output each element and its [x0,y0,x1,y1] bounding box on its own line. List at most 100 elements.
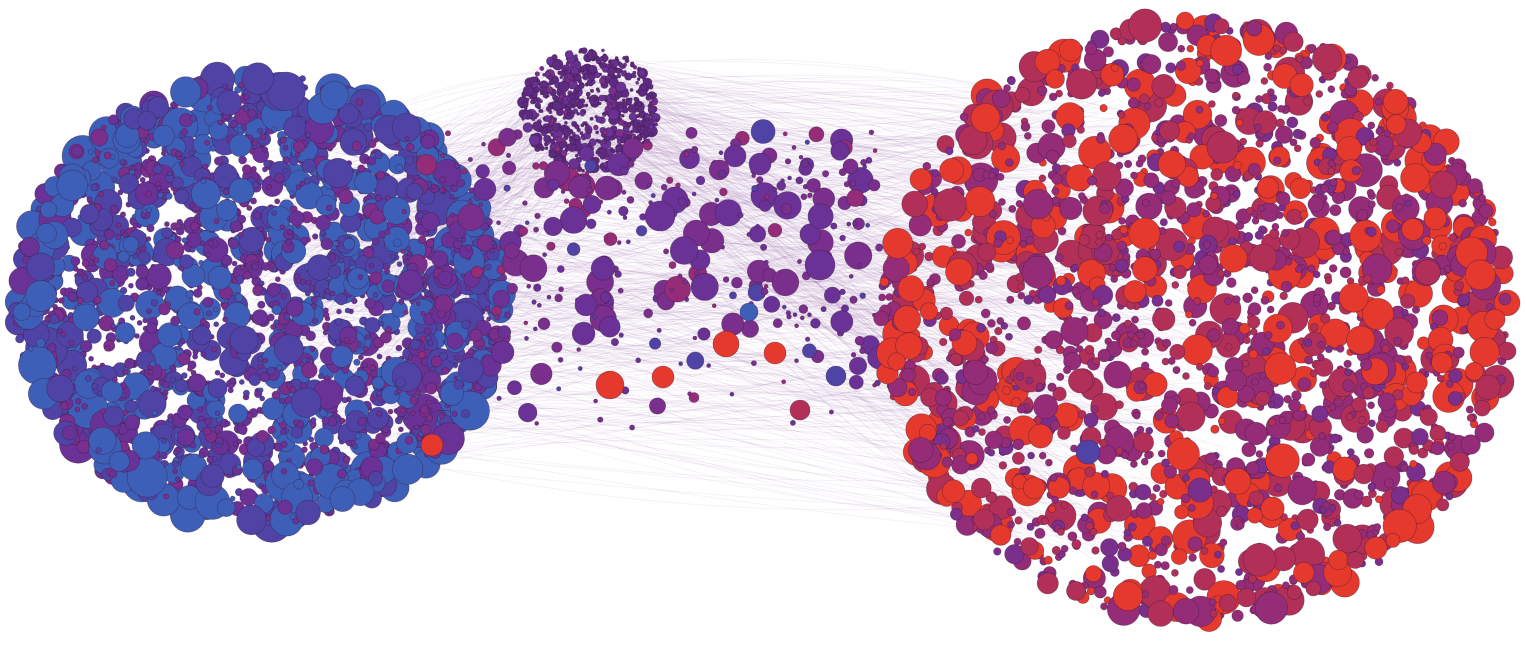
node [309,284,316,291]
node [633,96,639,102]
node [731,277,743,289]
node [751,360,757,366]
node [81,259,90,268]
node [574,123,580,130]
node [309,346,316,352]
node [565,105,570,111]
edge [631,65,1088,334]
node [74,406,81,413]
node [551,101,563,112]
node [939,306,954,320]
node [597,101,602,106]
node [449,194,455,200]
node [155,289,162,296]
node [150,299,158,307]
edge [435,97,1112,370]
node [1404,355,1413,363]
node [322,311,330,318]
node [369,364,376,371]
node [467,198,473,204]
node [865,222,871,228]
node [282,168,289,174]
node [351,297,358,305]
node [149,360,156,368]
node [794,358,799,364]
node [555,136,563,144]
node [273,319,280,325]
node [581,169,586,173]
node [103,405,125,427]
node [588,64,598,74]
node [315,194,337,216]
node [763,283,769,289]
node [147,369,154,376]
node [532,326,538,332]
node [635,81,640,85]
node [339,128,368,156]
node [574,57,579,61]
node [199,318,207,326]
node [257,364,264,370]
node [622,137,644,159]
node [385,325,393,333]
node [519,254,548,283]
node [528,134,541,146]
node [559,206,588,234]
node [328,253,337,262]
node [363,246,375,258]
node [170,101,176,108]
node [918,242,927,251]
node [645,131,650,136]
node [589,116,594,121]
node [236,438,243,445]
node [204,139,210,146]
node [338,188,354,204]
node [403,309,409,315]
node [1202,210,1210,218]
node [469,328,483,342]
node [843,181,850,188]
node [332,240,339,247]
node [270,323,277,330]
node [70,256,81,266]
node [849,295,858,304]
node [601,66,609,73]
node [191,178,222,209]
node [649,337,662,350]
node [175,150,183,157]
node [645,94,652,101]
node [135,265,150,279]
node [531,121,542,131]
node [592,314,598,320]
node [192,325,212,346]
edge [605,96,1155,350]
node [181,237,188,244]
node [271,126,278,133]
node [534,102,541,109]
node [192,349,199,356]
edge [568,119,1175,469]
node [558,286,564,293]
node [635,225,648,237]
node [763,259,769,265]
node [453,162,460,169]
node [80,340,93,353]
node [751,185,759,193]
node [236,464,242,470]
node [798,155,804,160]
node [454,354,461,361]
node [423,288,429,295]
node [251,309,268,326]
node [395,377,406,388]
node [274,172,285,184]
node [691,191,697,197]
node [625,99,633,106]
node [384,268,391,275]
node [577,366,583,371]
node [86,328,102,344]
node [651,92,658,98]
node [503,311,511,319]
node [868,129,875,136]
node [271,210,277,216]
node [573,73,578,78]
